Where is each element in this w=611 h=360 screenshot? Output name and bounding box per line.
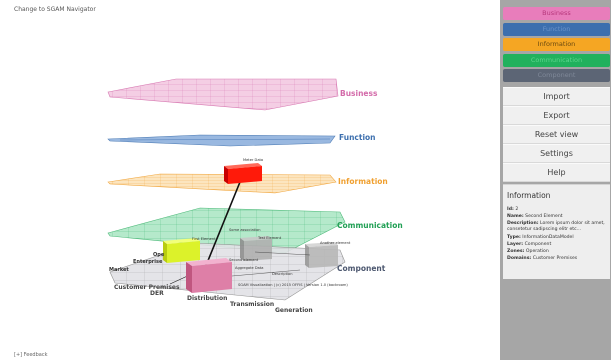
toggle-business-layer[interactable]: Business [503, 7, 610, 20]
layer-planes [107, 78, 346, 301]
domain-der-label: DER [150, 290, 164, 297]
toggle-component-layer[interactable]: Component [503, 69, 610, 82]
association-line [204, 181, 241, 269]
sgam-3d-scene[interactable]: Business Function Information Communicat… [0, 0, 500, 360]
second-element-box [186, 258, 232, 293]
help-button[interactable]: Help [503, 163, 610, 182]
toggle-communication-layer[interactable]: Communication [503, 54, 610, 67]
test-element-label: Test Element [258, 236, 282, 240]
info-id: Id: 2 [507, 207, 519, 212]
zone-operation-label: Ope [153, 252, 165, 258]
second-element-label: Second element [229, 258, 259, 262]
description-label: Description [272, 272, 293, 276]
info-title: Information [507, 191, 551, 200]
meter-data-element [224, 163, 262, 184]
sgam-navigator-link[interactable]: Change to SGAM Navigator [14, 6, 96, 13]
another-element-box [305, 242, 338, 268]
domain-transmission-label: Transmission [230, 301, 275, 308]
function-layer-label: Function [339, 133, 376, 142]
info-zones: Zones: Operation [507, 249, 549, 254]
scene-caption: SGAM Visualization | (c) 2015 OFFIS | Ve… [238, 283, 348, 287]
some-association-label: Some association [229, 228, 261, 232]
function-plane [107, 134, 336, 147]
business-layer-label: Business [340, 89, 378, 98]
export-button[interactable]: Export [503, 106, 610, 125]
control-panel: Business Function Information Communicat… [500, 0, 611, 360]
zone-enterprise-label: Enterprise [133, 259, 163, 265]
another-element-label: Another element [320, 241, 351, 245]
info-description: Description: Lorem ipsum dolor sit amet,… [507, 221, 605, 232]
toggle-function-layer[interactable]: Function [503, 23, 610, 36]
info-domains: Domains: Customer Premises [507, 256, 578, 261]
domain-customer-premises-label: Customer Premises [114, 284, 180, 291]
domain-generation-label: Generation [275, 307, 313, 314]
settings-button[interactable]: Settings [503, 144, 610, 163]
import-button[interactable]: Import [503, 87, 610, 106]
communication-layer-label: Communication [337, 221, 403, 230]
component-layer-label: Component [337, 264, 386, 273]
info-layer: Layer: Component [507, 242, 552, 247]
reset-view-button[interactable]: Reset view [503, 125, 610, 144]
meter-data-label: Meter Data [243, 158, 264, 162]
test-element-box [240, 236, 272, 261]
info-type: Type: InformationDataModel [507, 235, 574, 240]
toggle-information-layer[interactable]: Information [503, 38, 610, 51]
domain-distribution-label: Distribution [187, 295, 228, 302]
information-panel: Information Id: 2 Name: Second Element D… [503, 184, 610, 279]
feedback-link[interactable]: [+] Feedback [14, 352, 48, 358]
aggregate-data-label: Aggregate Data [235, 266, 264, 270]
first-element-box [163, 238, 200, 263]
first-element-label: First Element [192, 237, 216, 241]
info-name: Name: Second Element [507, 214, 563, 219]
zone-market-label: Market [109, 267, 129, 273]
information-layer-label: Information [338, 177, 388, 186]
